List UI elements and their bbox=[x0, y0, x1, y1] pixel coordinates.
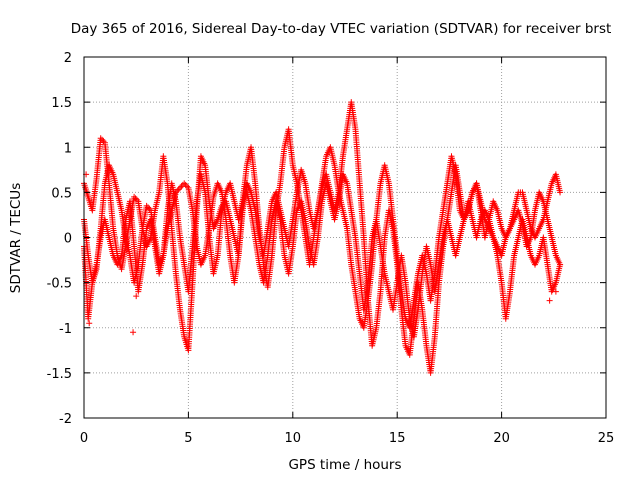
y-axis-label: SDTVAR / TECUs bbox=[8, 183, 24, 293]
y-tick-label: -0.5 bbox=[47, 277, 72, 292]
y-tick-label: -1 bbox=[59, 322, 72, 337]
x-axis-label: GPS time / hours bbox=[288, 457, 401, 473]
data-marks-layer bbox=[81, 99, 564, 376]
x-tick-label: 25 bbox=[598, 431, 615, 446]
y-tick-label: -2 bbox=[59, 412, 72, 427]
x-tick-label: 0 bbox=[80, 431, 88, 446]
y-tick-label: 1 bbox=[64, 141, 72, 156]
x-tick-label: 5 bbox=[184, 431, 192, 446]
y-tick-label: 0 bbox=[64, 232, 72, 247]
y-tick-label: 0.5 bbox=[51, 186, 72, 201]
y-tick-label: -1.5 bbox=[47, 367, 72, 382]
x-tick-label: 20 bbox=[493, 431, 510, 446]
chart-title: Day 365 of 2016, Sidereal Day-to-day VTE… bbox=[71, 21, 612, 37]
x-tick-label: 15 bbox=[389, 431, 406, 446]
y-tick-label: 2 bbox=[64, 51, 72, 66]
x-tick-label: 10 bbox=[285, 431, 302, 446]
y-tick-label: 1.5 bbox=[51, 96, 72, 111]
